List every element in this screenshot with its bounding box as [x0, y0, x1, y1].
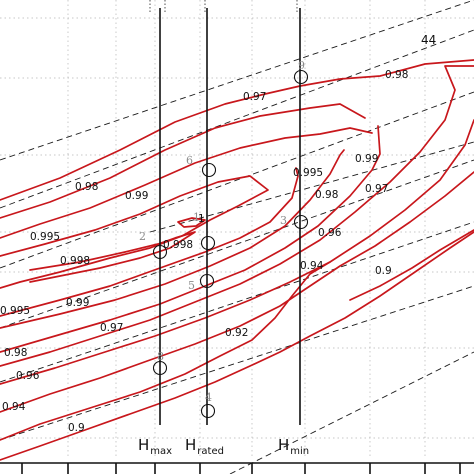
contour-value-label: 1 [198, 213, 205, 225]
operating-point-label: 8 [157, 350, 164, 363]
dashed-reference-line [229, 351, 474, 474]
contour-line [0, 125, 381, 353]
head-label-hrated: Hrated [185, 436, 224, 457]
contour-line [0, 65, 474, 367]
operating-point-label: 9 [298, 59, 305, 72]
operating-point-label: 3 [280, 214, 287, 227]
contour-line [0, 127, 373, 239]
operating-point-marker [152, 360, 168, 376]
operating-point-label: 4 [205, 391, 212, 404]
contour-value-label: 0.998 [163, 239, 193, 251]
operating-point-marker [199, 273, 215, 289]
operating-point-marker [152, 244, 168, 260]
dashed-reference-line [149, 141, 474, 233]
operating-point-label: 2 [139, 230, 146, 243]
contour-line [0, 231, 474, 461]
contour-line [29, 231, 196, 283]
contour-line [0, 167, 299, 317]
operating-point-marker [293, 69, 309, 85]
contour-value-label: 0.9 [375, 265, 392, 277]
operating-point-label: 5 [188, 279, 195, 292]
contour-value-label: 0.97 [100, 322, 123, 334]
contour-line [0, 175, 269, 289]
operating-point-marker [293, 214, 309, 230]
operating-point-marker [200, 403, 216, 419]
contour-value-label: 0.9 [68, 422, 85, 434]
dashed-reference-line [0, 0, 474, 161]
dashed-reference-line [0, 221, 474, 383]
contour-line [0, 103, 366, 219]
contour-line [0, 171, 474, 413]
contour-layer [0, 59, 474, 461]
contour-line [0, 59, 474, 201]
dashed-reference-line [0, 29, 474, 209]
dashed-line-label: 44 [421, 33, 436, 47]
contour-value-label: 0.94 [2, 401, 26, 413]
operating-point-label: 1 [193, 211, 200, 224]
head-subscript-hrated: rated [197, 446, 224, 457]
dashed-reference-line [0, 91, 474, 269]
contour-line [0, 261, 331, 441]
head-label-hmax: Hmax [138, 436, 172, 457]
head-subscript-hmin: min [290, 446, 309, 457]
contour-line [0, 119, 474, 385]
contour-value-label: 0.99 [66, 297, 89, 309]
contour-line [177, 217, 206, 228]
contour-line [349, 229, 474, 301]
contour-value-label: 0.96 [318, 227, 342, 239]
contour-value-label: 0.98 [315, 189, 338, 201]
contour-value-label: 0.96 [16, 370, 40, 382]
contour-value-label: 0.98 [75, 181, 98, 193]
contour-value-label: 0.995 [293, 167, 323, 179]
contour-value-label: 0.99 [355, 153, 378, 165]
contour-value-label: 0.995 [0, 305, 30, 317]
operating-point-label: 6 [186, 154, 193, 167]
contour-value-label: 0.92 [225, 327, 248, 339]
contour-line [0, 149, 345, 329]
head-subscript-hmax: max [150, 446, 172, 457]
head-lines-layer [149, 0, 301, 425]
contour-value-label: 0.98 [385, 69, 408, 81]
head-label-hmin: Hmin [278, 436, 309, 457]
contour-value-label: 0.998 [60, 255, 90, 267]
operating-points-layer [152, 69, 309, 419]
dashed-reference-line [0, 285, 474, 441]
contour-value-label: 0.995 [30, 231, 60, 243]
dashed-reference-line [0, 159, 474, 329]
contour-value-label: 0.98 [4, 347, 27, 359]
operating-point-marker [200, 235, 216, 251]
operating-point-marker [201, 162, 217, 178]
contour-value-label: 0.97 [243, 91, 266, 103]
contour-value-label: 0.99 [125, 190, 148, 202]
contour-value-label: 0.97 [365, 183, 388, 195]
contour-value-label: 0.94 [300, 260, 324, 272]
